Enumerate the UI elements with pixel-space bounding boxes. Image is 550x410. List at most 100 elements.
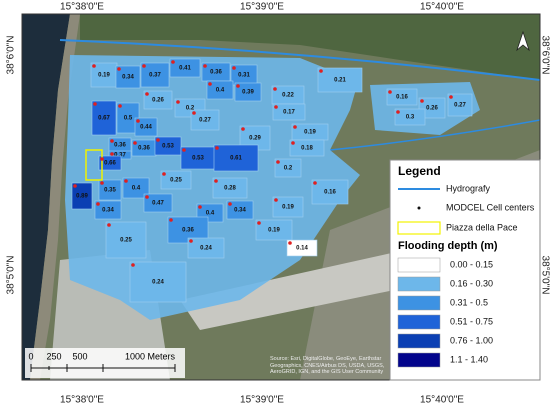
cell-center	[257, 221, 261, 225]
cell-center	[142, 64, 146, 68]
coord-label: 38°5'0"N	[539, 256, 550, 295]
legend-swatch	[417, 206, 421, 210]
cell-center	[288, 241, 292, 245]
cell-center	[293, 125, 297, 129]
legend-label: 0.16 - 0.30	[450, 278, 493, 288]
cell-center	[145, 92, 149, 96]
legend-title: Legend	[398, 164, 441, 178]
attribution-box: Source: Esri, DigitalGlobe, GeoEye, Eart…	[270, 356, 385, 376]
cell-label: 0.25	[170, 178, 182, 184]
cell-center	[228, 202, 232, 206]
cell-center	[214, 179, 218, 183]
flood-cell	[115, 65, 141, 89]
flood-cell	[418, 97, 446, 119]
flood-cell	[98, 155, 122, 171]
flood-cell	[91, 100, 117, 136]
cell-label: 0.53	[162, 144, 174, 150]
legend-classes: 0.00 - 0.15 0.16 - 0.30 0.31 - 0.5 0.51 - 0…	[397, 257, 493, 368]
cell-center	[274, 198, 278, 202]
flood-cell	[143, 193, 173, 213]
cell-center	[273, 87, 277, 91]
coord-label: 15°40'0"E	[420, 2, 464, 13]
cell-center	[241, 127, 245, 131]
scale-label: 1000 Meters	[125, 351, 176, 361]
legend-swatch	[397, 314, 441, 330]
attribution: Source: Esri, DigitalGlobe, GeoEye, Eart…	[270, 356, 385, 376]
legend-swatch	[397, 352, 441, 368]
cells: 0.19 0.34 0.37 0.41 0.36 0.31 0.21 0.4 0.39 0.22 0…	[71, 58, 473, 303]
cell-label: 0.4	[216, 88, 225, 94]
flood-cell	[154, 136, 182, 156]
flood-cell	[286, 239, 318, 257]
flood-cell	[187, 237, 225, 259]
basemap: 0.19 0.34 0.37 0.41 0.36 0.31 0.21 0.4 0.39 0.22 0…	[22, 14, 540, 380]
flood-cell	[311, 179, 349, 205]
scale-label: 0	[28, 351, 33, 361]
cell-center	[420, 99, 424, 103]
flood-cell	[71, 182, 93, 210]
cell-center	[388, 90, 392, 94]
flood-cell	[94, 200, 122, 220]
cell-center	[136, 119, 140, 123]
legend-swatch	[397, 221, 441, 235]
cell-label: 0.27	[454, 103, 466, 109]
cell-label: 0.24	[200, 246, 212, 252]
cell-label: 0.37	[149, 73, 161, 79]
cell-label: 0.19	[282, 205, 294, 211]
flood-cell	[394, 108, 426, 126]
flood-cell	[129, 261, 187, 303]
cell-center	[232, 66, 236, 70]
cell-center	[319, 69, 323, 73]
cell-label: 0.27	[199, 118, 211, 124]
cell-label: 0.18	[301, 146, 313, 152]
scale-label: 250	[46, 351, 61, 361]
cell-label: 0.53	[192, 156, 204, 162]
flood-cell	[98, 179, 122, 201]
coord-label: 15°39'0"E	[240, 395, 284, 406]
cell-center	[171, 60, 175, 64]
flood-cell	[274, 158, 302, 178]
cell-label: 0.19	[98, 73, 110, 79]
scale-line	[30, 364, 176, 372]
flood-cell	[272, 103, 306, 121]
cell-center	[291, 141, 295, 145]
cell-label: 0.44	[140, 125, 152, 131]
flood-cell	[122, 177, 150, 199]
cell-center	[117, 67, 121, 71]
cell-center	[156, 138, 160, 142]
cell-label: 0.36	[182, 228, 194, 234]
cell-label: 0.16	[324, 190, 336, 196]
cell-center	[107, 223, 111, 227]
north-arrow	[516, 30, 530, 52]
cell-label: 0.2	[284, 166, 293, 172]
flood-cell	[234, 82, 262, 102]
flood-cell	[213, 144, 259, 172]
flood-cell	[447, 93, 473, 117]
cell-label: 0.17	[283, 110, 295, 116]
coord-label: 15°38'0"E	[60, 395, 104, 406]
cell-label: 0.14	[296, 246, 308, 252]
cell-centers	[73, 60, 453, 267]
flood-cell	[317, 67, 363, 93]
coord-label: 15°40'0"E	[420, 395, 464, 406]
cell-label: 0.47	[152, 201, 164, 207]
cell-label: 0.66	[104, 161, 116, 167]
cell-center	[100, 157, 104, 161]
legend-label: Hydrografy	[446, 183, 491, 193]
cell-label: 0.25	[120, 238, 132, 244]
legend: Legend Hydrografy MODCEL Cell centers Pi…	[389, 159, 541, 381]
cell-center	[145, 195, 149, 199]
cell-label: 0.4	[206, 211, 215, 217]
cell-center	[176, 100, 180, 104]
legend-swatch	[397, 295, 441, 311]
legend-label: 0.00 - 0.15	[450, 259, 493, 269]
cell-label: 0.41	[179, 66, 191, 72]
coord-label: 38°6'0"N	[6, 36, 17, 75]
coord-label: 15°39'0"E	[240, 2, 284, 13]
cell-center	[215, 146, 219, 150]
cell-center	[93, 102, 97, 106]
piazza-outline	[85, 149, 103, 181]
flood-cell	[226, 200, 254, 220]
cell-center	[169, 218, 173, 222]
